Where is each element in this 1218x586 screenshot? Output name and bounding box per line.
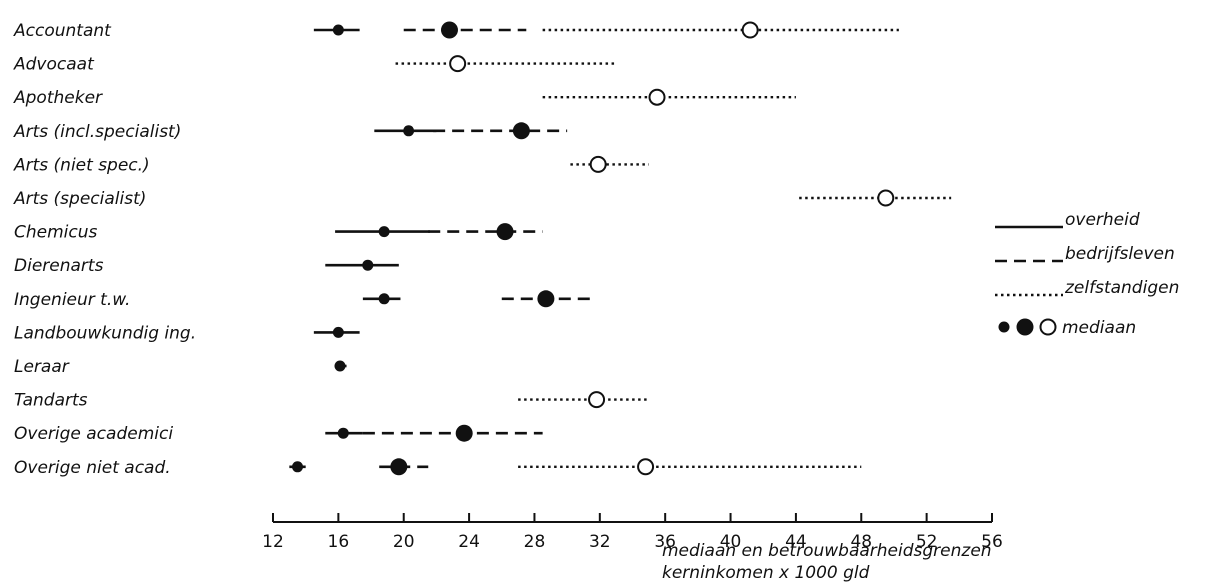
x-tick-label: 36 [654, 532, 676, 552]
median-marker-bedrijfsleven [455, 424, 473, 442]
median-marker-bedrijfsleven [390, 458, 408, 476]
median-marker-bedrijfsleven [512, 122, 530, 140]
category-label: Leraar [14, 357, 70, 377]
x-tick-label: 24 [458, 532, 480, 552]
x-tick-label: 48 [850, 532, 872, 552]
median-marker-overheid [332, 24, 344, 36]
median-marker-overheid [332, 326, 344, 338]
x-axis: 12 16 20 24 28 32 36 40 44 48 52 56 [262, 513, 1003, 552]
median-marker-overheid [362, 259, 374, 271]
category-label: Arts (niet spec.) [13, 155, 150, 175]
category-label: Landbouwkundig ing. [14, 323, 196, 343]
median-marker-overheid [378, 293, 390, 305]
category-label: Ingenieur t.w. [14, 290, 130, 310]
category-label: Advocaat [13, 55, 95, 75]
category-label: Arts (specialist) [13, 189, 146, 209]
category-label: Apotheker [13, 88, 103, 108]
series-zelfstandigen [395, 21, 952, 476]
median-marker-zelfstandigen [648, 88, 666, 106]
legend-marker-small [998, 321, 1010, 333]
x-tick-label: 12 [262, 532, 284, 552]
series-bedrijfsleven [362, 21, 597, 476]
category-label: Chemicus [14, 223, 98, 243]
x-tick-label: 16 [328, 532, 350, 552]
median-marker-bedrijfsleven [440, 21, 458, 39]
category-label: Arts (incl.specialist) [13, 122, 181, 142]
median-marker-zelfstandigen [449, 55, 467, 73]
category-label: Accountant [13, 21, 112, 41]
category-label: Dierenarts [14, 256, 104, 276]
median-marker-overheid [334, 360, 346, 372]
median-marker-overheid [378, 226, 390, 238]
x-tick-label: 44 [785, 532, 807, 552]
category-label: Tandarts [14, 391, 88, 411]
legend-label-overheid: overheid [1065, 210, 1140, 230]
category-label: Overige academici [14, 424, 173, 444]
series-layer [289, 21, 952, 476]
x-tick-label: 56 [981, 532, 1003, 552]
median-marker-overheid [292, 461, 304, 473]
legend-label-zelfstandigen: zelfstandigen [1064, 278, 1179, 298]
series-overheid [289, 24, 437, 473]
median-marker-zelfstandigen [589, 155, 607, 173]
category-label: Overige niet acad. [14, 458, 171, 478]
legend: overheid bedrijfsleven zelfstandigen mediaa… [995, 210, 1179, 338]
median-marker-bedrijfsleven [496, 223, 514, 241]
x-tick-label: 20 [393, 532, 415, 552]
median-marker-zelfstandigen [588, 391, 606, 409]
median-marker-zelfstandigen [741, 21, 759, 39]
legend-marker-large [1016, 318, 1034, 336]
x-axis-label-line2: kerninkomen x 1000 gld [662, 563, 870, 583]
x-axis-ticks: 12 16 20 24 28 32 36 40 44 48 52 56 [262, 513, 1003, 552]
legend-label-mediaan: mediaan [1062, 318, 1136, 338]
x-tick-label: 52 [916, 532, 938, 552]
x-tick-label: 40 [720, 532, 742, 552]
x-tick-label: 28 [524, 532, 546, 552]
median-marker-overheid [403, 125, 415, 137]
category-labels: Accountant Advocaat Apotheker Arts (incl.sp… [13, 21, 196, 478]
legend-label-bedrijfsleven: bedrijfsleven [1065, 244, 1175, 264]
x-axis-label-line1: mediaan en betrouwbaarheidsgrenzen [662, 541, 992, 561]
x-tick-label: 32 [589, 532, 611, 552]
median-marker-bedrijfsleven [537, 290, 555, 308]
median-marker-overheid [337, 427, 349, 439]
median-marker-zelfstandigen [877, 189, 895, 207]
median-marker-zelfstandigen [637, 458, 655, 476]
legend-marker-open [1039, 318, 1057, 336]
